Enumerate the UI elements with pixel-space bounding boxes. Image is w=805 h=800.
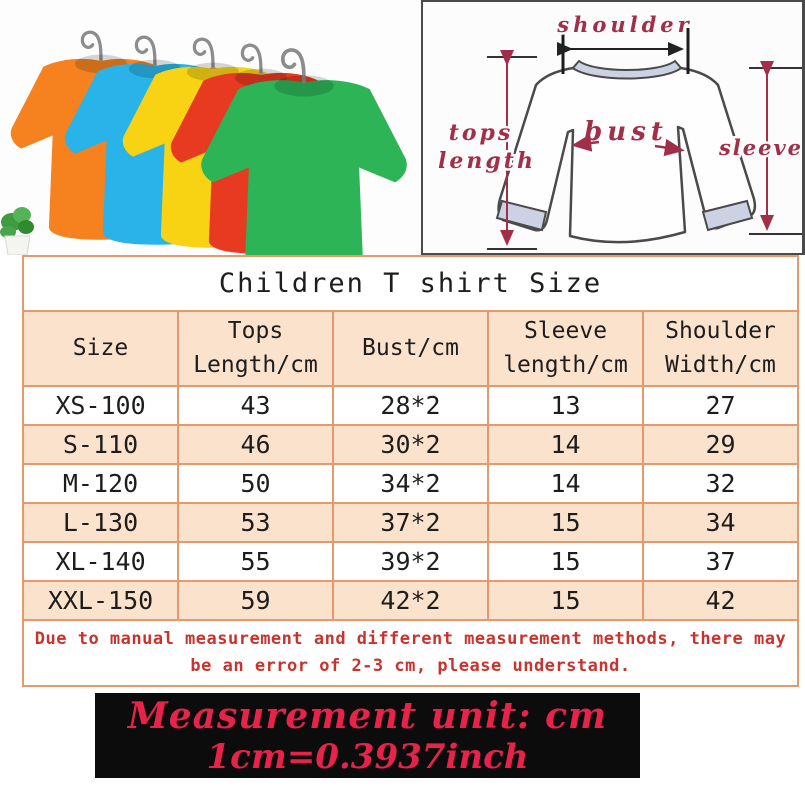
table-cell: 34 (642, 502, 799, 543)
table-cell: 53 (177, 502, 334, 543)
table-cell: 39*2 (332, 541, 489, 582)
table-row: L-130 53 37*2 15 34 (22, 502, 799, 543)
table-cell: L-130 (22, 502, 179, 543)
table-cell: 42 (642, 580, 799, 621)
table-cell: 50 (177, 463, 334, 504)
table-cell: XS-100 (22, 385, 179, 426)
table-cell: S-110 (22, 424, 179, 465)
table-row: XS-100 43 28*2 13 27 (22, 385, 799, 426)
table-row: XL-140 55 39*2 15 37 (22, 541, 799, 582)
table-cell: 30*2 (332, 424, 489, 465)
hero-image: shoulder tops length bust sleeve (0, 0, 805, 255)
plant-icon (0, 207, 34, 255)
measurement-diagram: shoulder tops length bust sleeve (421, 0, 805, 255)
footer-measurement-unit: Measurement unit: cm (127, 694, 608, 737)
table-cell: 34*2 (332, 463, 489, 504)
table-cell: 37 (642, 541, 799, 582)
table-row: M-120 50 34*2 14 32 (22, 463, 799, 504)
unit-footer: Measurement unit: cm 1cm=0.3937inch (95, 693, 640, 778)
table-cell: 46 (177, 424, 334, 465)
table-cell: 14 (487, 424, 644, 465)
column-header: Size (22, 310, 179, 387)
tshirt-green (201, 75, 407, 255)
column-header: Tops Length/cm (177, 310, 334, 387)
size-table-section: Children T shirt Size Size Tops Length/cm… (22, 255, 799, 687)
table-row: XXL-150 59 42*2 15 42 (22, 580, 799, 621)
table-cell: 28*2 (332, 385, 489, 426)
table-cell: 13 (487, 385, 644, 426)
table-cell: M-120 (22, 463, 179, 504)
size-table: Children T shirt Size Size Tops Length/cm… (22, 255, 799, 687)
tops-length-label-line2: length (438, 148, 536, 174)
table-cell: 37*2 (332, 502, 489, 543)
table-title: Children T shirt Size (22, 255, 799, 312)
disclaimer-row: Due to manual measurement and different … (22, 619, 799, 687)
table-cell: 42*2 (332, 580, 489, 621)
table-cell: XXL-150 (22, 580, 179, 621)
table-cell: 27 (642, 385, 799, 426)
table-row: S-110 46 30*2 14 29 (22, 424, 799, 465)
table-cell: 55 (177, 541, 334, 582)
table-header-row: Size Tops Length/cm Bust/cm Sleeve length/c… (22, 310, 799, 387)
table-cell: 15 (487, 541, 644, 582)
collar (571, 59, 683, 80)
disclaimer-text: Due to manual measurement and different … (22, 619, 799, 687)
table-cell: XL-140 (22, 541, 179, 582)
footer-conversion: 1cm=0.3937inch (206, 736, 529, 777)
sleeve-label: sleeve (718, 135, 802, 160)
table-cell: 14 (487, 463, 644, 504)
shirts-illustration (0, 0, 407, 255)
cuff-right (701, 199, 754, 232)
shoulder-label: shoulder (556, 12, 692, 37)
table-cell: 15 (487, 580, 644, 621)
column-header: Bust/cm (332, 310, 489, 387)
table-cell: 32 (642, 463, 799, 504)
column-header: Sleeve length/cm (487, 310, 644, 387)
table-cell: 29 (642, 424, 799, 465)
column-header: Shoulder Width/cm (642, 310, 799, 387)
table-title-row: Children T shirt Size (22, 255, 799, 312)
tops-length-label-line1: tops (449, 120, 514, 146)
table-cell: 59 (177, 580, 334, 621)
table-cell: 15 (487, 502, 644, 543)
bust-label: bust (584, 117, 668, 147)
table-cell: 43 (177, 385, 334, 426)
shirts-photo (0, 0, 421, 255)
